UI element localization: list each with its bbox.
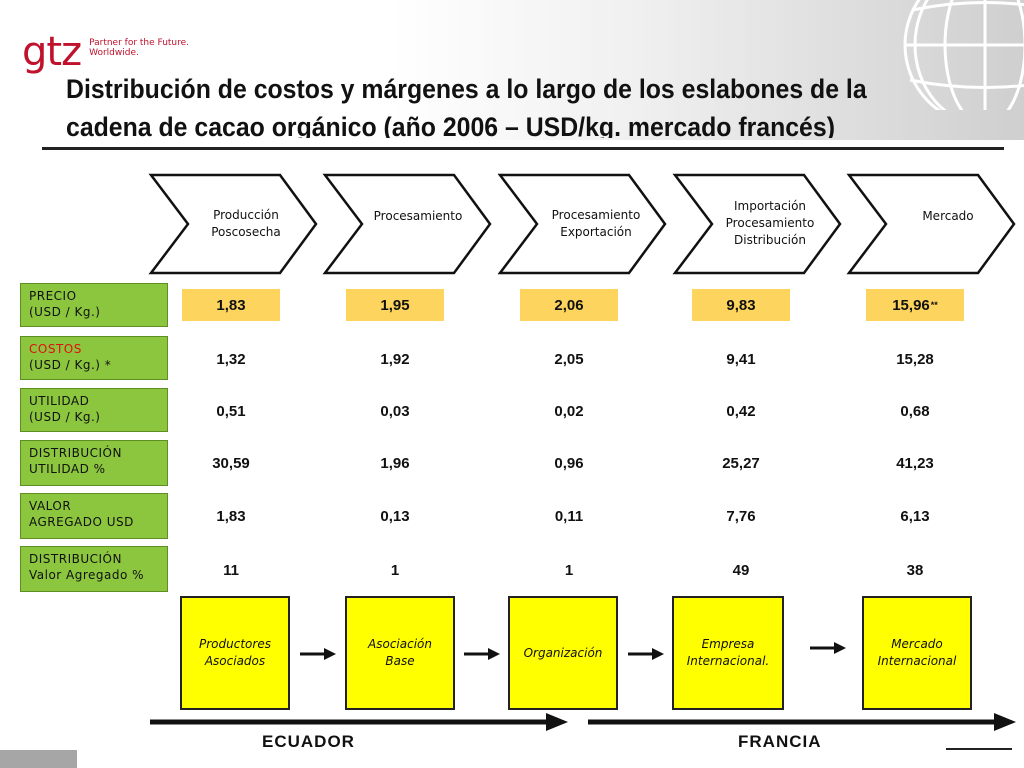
cell-precio-5: 15,96 ** bbox=[866, 289, 964, 321]
cell-costos-1: 1,32 bbox=[216, 350, 246, 368]
cell-utilidad-3: 0,02 bbox=[554, 402, 584, 420]
row-label-line1: VALOR bbox=[29, 499, 72, 513]
row-label-costos: COSTOS (USD / Kg.) * bbox=[20, 336, 168, 380]
row-label-line2: (USD / Kg.) * bbox=[29, 358, 112, 372]
cell-distribucion-utilidad-5: 41,23 bbox=[896, 454, 934, 472]
header-background bbox=[0, 0, 1024, 140]
row-label-precio: PRECIO (USD / Kg.) bbox=[20, 283, 168, 327]
row-label-line1: COSTOS bbox=[29, 342, 82, 356]
row-label-distribucion-utilidad: DISTRIBUCIÓN UTILIDAD % bbox=[20, 440, 168, 486]
row-label-line1: PRECIO bbox=[29, 289, 77, 303]
page-title: Distribución de costos y márgenes a lo l… bbox=[66, 74, 867, 138]
cell-valor-agregado-5: 6,13 bbox=[900, 507, 930, 525]
cell-distribucion-valor-3: 1 bbox=[564, 561, 574, 579]
row-label-line2: AGREGADO USD bbox=[29, 515, 134, 529]
gtz-logo: gtz Partner for the Future. Worldwide. bbox=[22, 32, 189, 72]
actor-box-3: Organización bbox=[508, 596, 618, 710]
cell-precio-3: 2,06 bbox=[520, 289, 618, 321]
cell-distribucion-valor-5: 38 bbox=[906, 561, 924, 579]
actor-box-1: Productores Asociados bbox=[180, 596, 290, 710]
cell-precio-5-footnote: ** bbox=[930, 300, 938, 310]
country-label-ecuador: ECUADOR bbox=[262, 732, 355, 751]
cell-distribucion-utilidad-4: 25,27 bbox=[722, 454, 760, 472]
stage-label-4: Importación Procesamiento Distribución bbox=[725, 199, 815, 247]
cell-valor-agregado-3: 0,11 bbox=[554, 507, 584, 525]
row-label-distribucion-valor: DISTRIBUCIÓN Valor Agregado % bbox=[20, 546, 168, 592]
logo-tagline: Partner for the Future. Worldwide. bbox=[89, 38, 189, 58]
francia-arrow-icon bbox=[588, 713, 1016, 731]
row-label-line1: UTILIDAD bbox=[29, 394, 90, 408]
cell-valor-agregado-2: 0,13 bbox=[380, 507, 410, 525]
logo-wordmark: gtz bbox=[22, 29, 82, 75]
cell-costos-2: 1,92 bbox=[380, 350, 410, 368]
logo-tagline-line1: Partner for the Future. bbox=[89, 38, 190, 48]
stage-label-5: Mercado bbox=[922, 209, 974, 223]
actor-box-5: Mercado Internacional bbox=[862, 596, 972, 710]
row-label-utilidad: UTILIDAD (USD / Kg.) bbox=[20, 388, 168, 432]
actor-box-2: Asociación Base bbox=[345, 596, 455, 710]
cell-utilidad-1: 0,51 bbox=[216, 402, 246, 420]
arrow-right-icon bbox=[628, 648, 664, 660]
cell-precio-4: 9,83 bbox=[692, 289, 790, 321]
cell-costos-4: 9,41 bbox=[726, 350, 756, 368]
stage-label-2: Procesamiento bbox=[373, 209, 463, 223]
stage-label-1: Producción Poscosecha bbox=[211, 208, 281, 239]
ecuador-arrow-icon bbox=[150, 713, 568, 731]
stage-chevron-1: Producción Poscosecha bbox=[148, 172, 320, 276]
cell-precio-2: 1,95 bbox=[346, 289, 444, 321]
cell-distribucion-utilidad-2: 1,96 bbox=[380, 454, 410, 472]
cell-valor-agregado-1: 1,83 bbox=[216, 507, 246, 525]
stage-chevron-5: Mercado bbox=[846, 172, 1018, 276]
cell-distribucion-valor-4: 49 bbox=[732, 561, 750, 579]
country-label-francia: FRANCIA bbox=[738, 732, 822, 751]
row-label-line2: Valor Agregado % bbox=[29, 568, 145, 582]
cell-precio-1: 1,83 bbox=[182, 289, 280, 321]
cell-utilidad-4: 0,42 bbox=[726, 402, 756, 420]
cell-distribucion-valor-2: 1 bbox=[390, 561, 400, 579]
cell-precio-5-value: 15,96 bbox=[892, 296, 930, 314]
footer-line bbox=[946, 748, 1012, 750]
row-label-line1: DISTRIBUCIÓN bbox=[29, 446, 122, 460]
cell-costos-5: 15,28 bbox=[896, 350, 934, 368]
arrow-right-icon bbox=[300, 648, 336, 660]
title-divider bbox=[42, 147, 1004, 150]
arrow-right-icon bbox=[810, 642, 846, 654]
cell-costos-3: 2,05 bbox=[554, 350, 584, 368]
row-label-line2: (USD / Kg.) bbox=[29, 305, 101, 319]
actor-box-4: Empresa Internacional. bbox=[672, 596, 784, 710]
globe-icon bbox=[903, 0, 1024, 110]
row-label-line2: UTILIDAD % bbox=[29, 462, 106, 476]
arrow-right-icon bbox=[464, 648, 500, 660]
cell-valor-agregado-4: 7,76 bbox=[726, 507, 756, 525]
row-label-line1: DISTRIBUCIÓN bbox=[29, 552, 122, 566]
cell-distribucion-valor-1: 11 bbox=[223, 561, 239, 579]
cell-utilidad-2: 0,03 bbox=[380, 402, 410, 420]
cell-utilidad-5: 0,68 bbox=[900, 402, 930, 420]
footer-gray-bar bbox=[0, 750, 77, 768]
stage-chevron-3: Procesamiento Exportación bbox=[497, 172, 669, 276]
stage-chevron-4: Importación Procesamiento Distribución bbox=[672, 172, 844, 276]
stage-chevron-2: Procesamiento bbox=[322, 172, 494, 276]
row-label-line2: (USD / Kg.) bbox=[29, 410, 101, 424]
logo-tagline-line2: Worldwide. bbox=[89, 48, 139, 58]
stage-label-3: Procesamiento Exportación bbox=[551, 208, 641, 239]
cell-distribucion-utilidad-1: 30,59 bbox=[212, 454, 250, 472]
row-label-valor-agregado: VALOR AGREGADO USD bbox=[20, 493, 168, 539]
cell-distribucion-utilidad-3: 0,96 bbox=[554, 454, 584, 472]
